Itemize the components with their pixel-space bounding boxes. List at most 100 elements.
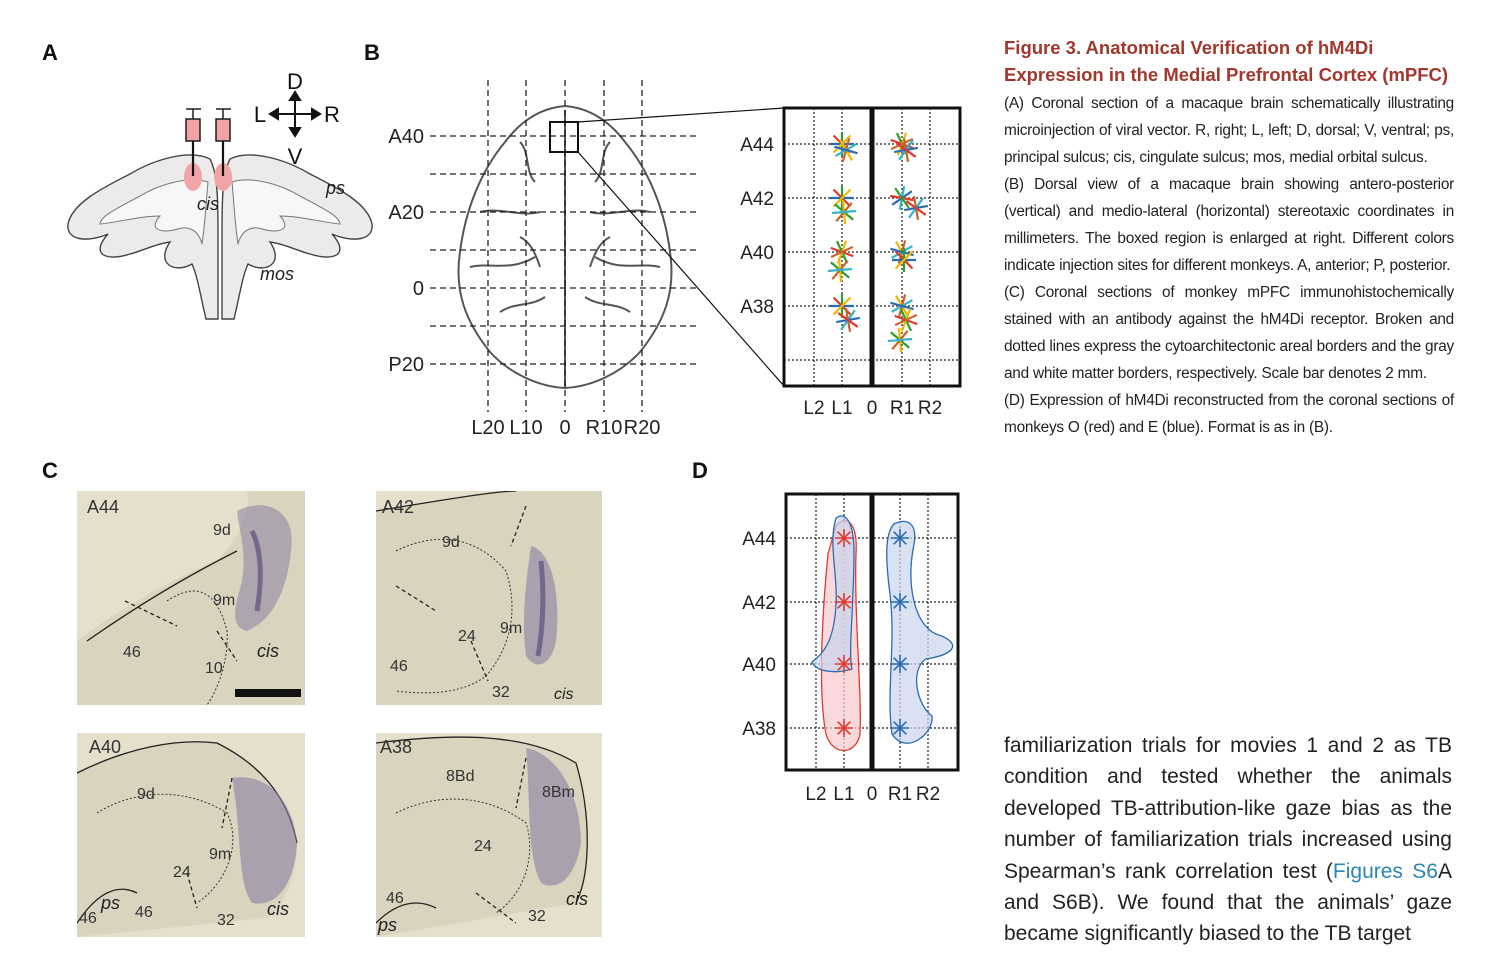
- injection-site-left: [184, 163, 202, 191]
- panel-a-schematic: D L R V cis ps mos: [67, 69, 373, 320]
- injection-site-1: [834, 138, 858, 162]
- d-ytick-3: A38: [742, 719, 776, 740]
- b-xtick-0: L20: [471, 417, 504, 439]
- inset-ytick-3: A38: [740, 297, 774, 318]
- c-level-a38: A38: [380, 737, 412, 757]
- section-photo-a40: A40 9d 9m 24 46 46 32 ps cis: [77, 733, 305, 937]
- c-a40-area-9d: 9d: [137, 786, 155, 803]
- injection-site-6: [889, 185, 915, 211]
- monkey-e-site-3: [891, 719, 909, 737]
- monkey-e-site-2-stroke-3: [893, 657, 907, 671]
- injection-stroke-1-3: [834, 145, 858, 155]
- injection-site-3: [893, 137, 919, 163]
- b-ytick-2: 0: [413, 278, 424, 300]
- injection-stroke-16-3: [887, 337, 913, 343]
- body-text-2: A and S6B). We found that the animals’ g…: [1004, 859, 1453, 946]
- b-xtick-4: R20: [624, 417, 661, 439]
- injection-site-4: [830, 186, 854, 210]
- monkey-e-site-0: [891, 529, 909, 547]
- c-a40-area-24: 24: [173, 864, 191, 881]
- c-a44-area-9d: 9d: [213, 522, 231, 539]
- b-ytick-0: A40: [388, 126, 424, 148]
- panel-label-b: B: [364, 40, 380, 65]
- injection-stroke-9-3: [827, 267, 853, 273]
- d-ytick-1: A42: [742, 593, 776, 614]
- panel-label-c: C: [42, 458, 58, 483]
- injection-stroke-8-3: [830, 245, 854, 259]
- figure-s6-link[interactable]: Figures S6: [1332, 859, 1438, 883]
- injection-stroke-14-3: [890, 301, 914, 311]
- panel-d-reconstruction: A44 A42 A40 A38 L2 L1 0 R1 R2: [742, 492, 960, 805]
- monkey-o-site-1: [835, 593, 853, 611]
- injection-site-5: [831, 199, 857, 225]
- injection-site-14: [890, 294, 914, 318]
- section-photo-a44: A44 9d 9m 46 10 cis: [77, 491, 305, 705]
- compass-r: R: [324, 102, 340, 127]
- boxed-region: [549, 121, 579, 153]
- injection-site-7: [903, 195, 929, 221]
- injection-stroke-3-3: [895, 142, 917, 158]
- label-ps: ps: [325, 178, 345, 198]
- caption-d: (D) Expression of hM4Di reconstructed fr…: [1004, 392, 1454, 436]
- c-a38-area-46: 46: [386, 890, 404, 907]
- c-a44-sulcus-cis: cis: [257, 641, 279, 661]
- panel-label-a: A: [42, 40, 58, 65]
- injection-stroke-7-3: [905, 200, 927, 216]
- c-a38-sulcus-ps: ps: [377, 915, 397, 935]
- inset-xtick-2: 0: [867, 398, 878, 419]
- b-grid: [430, 80, 700, 412]
- compass-l: L: [254, 102, 266, 127]
- injection-site-16: [887, 327, 913, 353]
- caption-title: Figure 3. Anatomical Verification of hM4…: [1004, 37, 1449, 85]
- injection-stroke-12-3: [832, 296, 852, 316]
- zoom-line-bottom: [577, 151, 785, 387]
- c-a38-area-24: 24: [474, 838, 492, 855]
- c-a42-area-9d: 9d: [442, 534, 460, 551]
- c-a40-area-32: 32: [217, 912, 235, 929]
- d-xtick-2: 0: [867, 784, 878, 805]
- monkey-e-site-3-stroke-3: [893, 721, 907, 735]
- figure-caption: Figure 3. Anatomical Verification of hM4…: [1004, 34, 1454, 441]
- injection-site-15: [894, 308, 918, 332]
- injection-site-right: [214, 163, 232, 191]
- d-ytick-0: A44: [742, 529, 776, 550]
- monkey-o-site-3-stroke-3: [837, 721, 851, 735]
- c-a40-area-46a: 46: [79, 910, 97, 927]
- monkey-e-region-left: [811, 515, 855, 673]
- monkey-e-site-1-stroke-3: [893, 595, 907, 609]
- inset-xtick-0: L2: [803, 398, 824, 419]
- monkey-e-region-right: [886, 520, 954, 744]
- d-ytick-2: A40: [742, 655, 776, 676]
- d-xtick-0: L2: [805, 784, 826, 805]
- injection-site-12: [830, 294, 854, 318]
- section-photo-a42: A42 9d 9m 24 46 32 cis: [376, 491, 602, 705]
- c-a40-sulcus-ps: ps: [100, 893, 120, 913]
- c-level-a40: A40: [89, 737, 121, 757]
- d-xtick-4: R2: [916, 784, 940, 805]
- monkey-e-site-2: [891, 655, 909, 673]
- c-a42-area-9m: 9m: [500, 620, 522, 637]
- monkey-o-site-1-stroke-3: [837, 595, 851, 609]
- inset-ytick-2: A40: [740, 243, 774, 264]
- c-a44-area-46: 46: [123, 644, 141, 661]
- c-a40-area-9m: 9m: [209, 846, 231, 863]
- d-xtick-3: R1: [888, 784, 912, 805]
- monkey-e-site-1: [891, 593, 909, 611]
- caption-b: (B) Dorsal view of a macaque brain showi…: [1004, 176, 1454, 274]
- inset-grid: A44 A42 A40 A38 L2 L1 0 R1 R2: [740, 106, 962, 419]
- monkey-o-site-3: [835, 719, 853, 737]
- c-a38-sulcus-cis: cis: [566, 889, 588, 909]
- b-xtick-2: 0: [559, 417, 570, 439]
- b-xtick-1: L10: [509, 417, 542, 439]
- inset-xtick-3: R1: [890, 398, 914, 419]
- b-xtick-3: R10: [586, 417, 623, 439]
- caption-a: (A) Coronal section of a macaque brain s…: [1004, 95, 1454, 166]
- injection-stroke-5-3: [831, 209, 857, 215]
- compass-d: D: [287, 69, 303, 94]
- monkey-o-site-0-stroke-3: [837, 531, 851, 545]
- monkey-o-site-2: [835, 655, 853, 673]
- inset-ytick-1: A42: [740, 189, 774, 210]
- body-paragraph: familiarization trials for movies 1 and …: [1004, 730, 1452, 950]
- injection-stroke-11-3: [894, 250, 914, 270]
